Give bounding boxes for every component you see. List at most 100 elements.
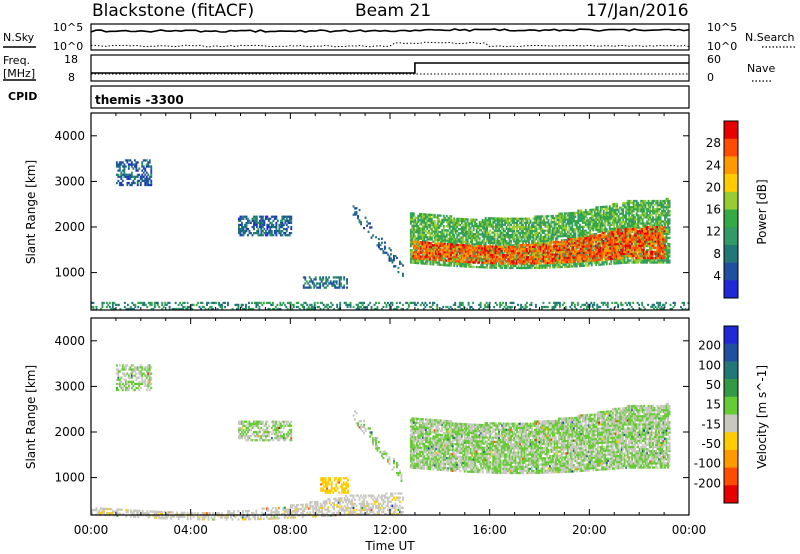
heatmap-cell xyxy=(541,245,543,248)
heatmap-cell xyxy=(484,217,487,220)
heatmap-cell xyxy=(417,241,420,244)
heatmap-cell xyxy=(662,210,665,213)
heatmap-cell xyxy=(144,167,147,170)
heatmap-cell xyxy=(558,257,561,260)
heatmap-cell xyxy=(610,262,613,265)
heatmap-cell xyxy=(514,254,516,257)
heatmap-cell xyxy=(411,226,414,229)
heatmap-cell xyxy=(490,266,493,269)
heatmap-cell xyxy=(590,208,593,211)
heatmap-cell xyxy=(465,234,468,237)
heatmap-cell xyxy=(257,234,260,237)
heatmap-cell xyxy=(450,219,453,222)
heatmap-cell xyxy=(515,262,518,265)
heatmap-cell xyxy=(483,233,486,236)
heatmap-cell xyxy=(430,250,433,253)
heatmap-cell xyxy=(532,247,534,251)
heatmap-cell xyxy=(537,242,539,245)
heatmap-cell xyxy=(413,257,416,260)
heatmap-cell xyxy=(416,255,419,258)
heatmap-cell xyxy=(535,242,538,245)
heatmap-cell xyxy=(466,250,469,253)
heatmap-cell xyxy=(465,236,468,239)
heatmap-cell xyxy=(257,221,260,225)
heatmap-cell xyxy=(411,228,414,231)
heatmap-cell xyxy=(559,233,562,236)
heatmap-cell xyxy=(605,244,608,247)
heatmap-cell xyxy=(667,197,669,201)
heatmap-cell xyxy=(664,224,666,227)
heatmap-cell xyxy=(599,208,602,211)
heatmap-cell xyxy=(441,220,444,224)
heatmap-cell xyxy=(144,169,147,172)
heatmap-cell xyxy=(610,209,613,212)
heatmap-cell xyxy=(617,227,620,230)
heatmap-cell xyxy=(668,201,671,205)
heatmap-cell xyxy=(509,245,512,249)
heatmap-cell xyxy=(417,262,420,265)
heatmap-cell xyxy=(665,245,668,248)
heatmap-cell xyxy=(288,215,291,218)
heatmap-cell xyxy=(439,248,442,252)
heatmap-cell xyxy=(115,165,118,168)
heatmap-cell xyxy=(652,224,654,227)
heatmap-cell xyxy=(325,278,328,281)
heatmap-cell xyxy=(481,225,484,228)
heatmap-cell xyxy=(415,253,418,256)
heatmap-cell xyxy=(514,250,516,253)
heatmap-cell xyxy=(450,229,453,232)
heatmap-cell xyxy=(505,252,508,255)
heatmap-cell xyxy=(483,227,486,230)
heatmap-cell xyxy=(501,217,503,220)
heatmap-cell xyxy=(487,235,490,238)
heatmap-cell xyxy=(625,234,628,238)
heatmap-cell xyxy=(120,161,123,164)
heatmap-cell xyxy=(604,213,607,217)
heatmap-cell xyxy=(534,242,536,245)
heatmap-cell xyxy=(257,227,260,231)
heatmap-cell xyxy=(267,232,270,235)
heatmap-cell xyxy=(411,243,414,246)
heatmap-cell xyxy=(435,228,438,231)
heatmap-cell xyxy=(310,280,313,283)
heatmap-cell xyxy=(139,175,142,178)
heatmap-cell xyxy=(538,262,541,265)
heatmap-cell xyxy=(569,228,572,231)
heatmap-cell xyxy=(554,247,557,250)
heatmap-cell xyxy=(599,222,602,225)
heatmap-cell xyxy=(665,204,668,207)
heatmap-cell xyxy=(489,217,492,220)
heatmap-cell xyxy=(489,237,492,240)
heatmap-cell xyxy=(502,242,505,245)
heatmap-cell xyxy=(341,286,344,289)
heatmap-cell xyxy=(667,261,669,264)
heatmap-cell xyxy=(590,257,593,261)
heatmap-cell xyxy=(532,256,534,259)
heatmap-cell xyxy=(510,223,512,227)
heatmap-cell xyxy=(328,282,331,285)
heatmap-cell xyxy=(273,232,276,235)
heatmap-cell xyxy=(454,260,457,263)
heatmap-cell xyxy=(450,225,453,228)
heatmap-cell xyxy=(460,248,463,251)
heatmap-cell xyxy=(631,201,634,205)
heatmap-cell xyxy=(461,244,464,247)
heatmap-cell xyxy=(287,215,290,218)
heatmap-cell xyxy=(578,236,581,239)
heatmap-cell xyxy=(500,247,503,251)
heatmap-cell xyxy=(598,224,601,227)
heatmap-cell xyxy=(487,241,490,245)
heatmap-cell xyxy=(378,244,380,247)
heatmap-cell xyxy=(629,218,632,221)
heatmap-cell xyxy=(524,245,527,249)
heatmap-cell xyxy=(469,236,472,240)
heatmap-cell xyxy=(466,263,469,266)
heatmap-cell xyxy=(443,249,446,252)
heatmap-cell xyxy=(568,216,571,219)
heatmap-cell xyxy=(549,229,551,232)
heatmap-cell xyxy=(558,242,561,246)
heatmap-cell xyxy=(631,234,634,238)
heatmap-cell xyxy=(553,257,555,260)
heatmap-cell xyxy=(505,236,508,239)
heatmap-cell xyxy=(457,250,460,253)
